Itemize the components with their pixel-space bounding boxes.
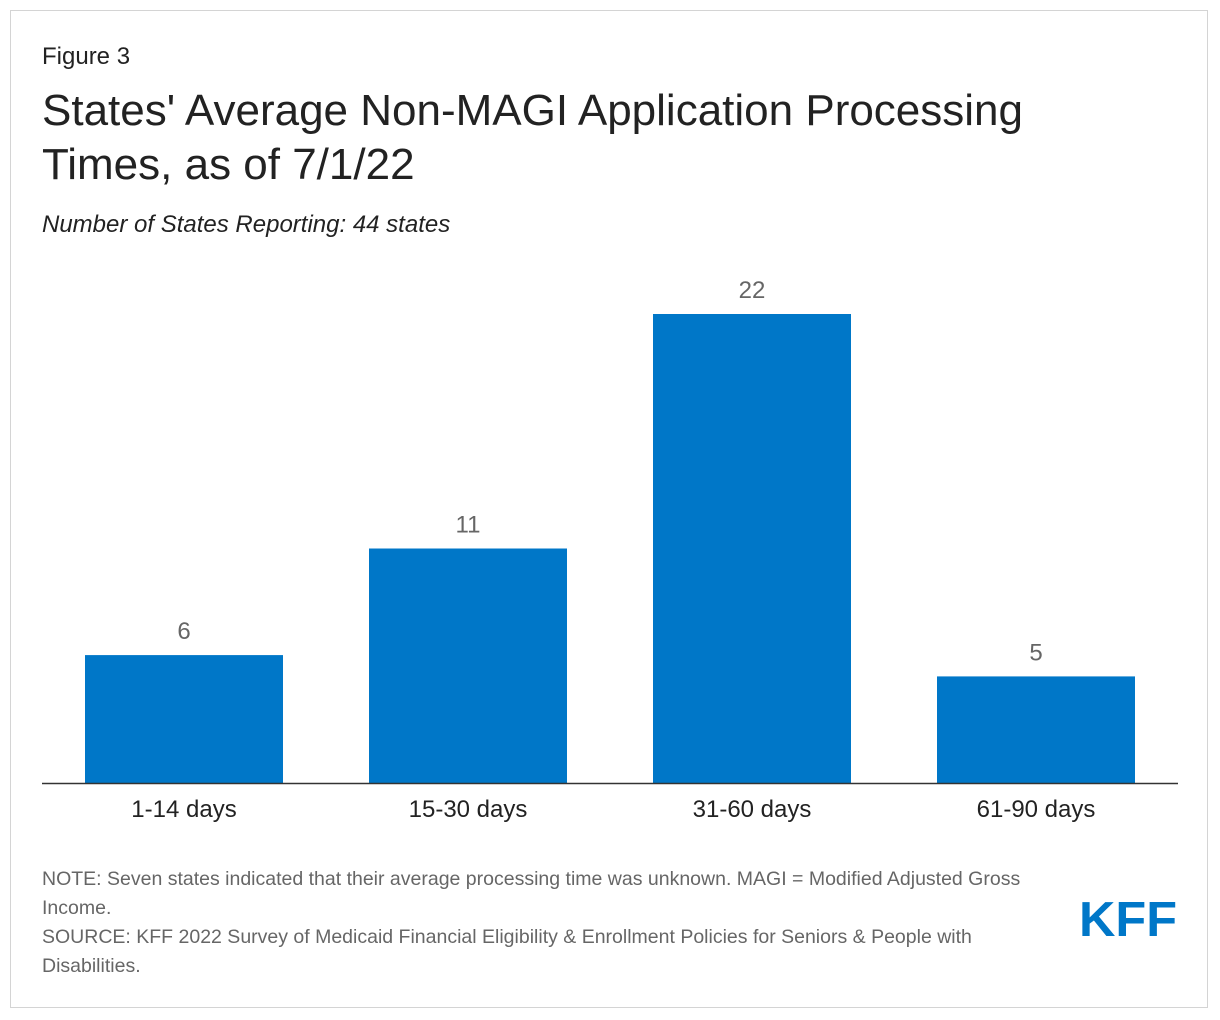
kff-logo: KFF <box>1079 894 1177 940</box>
bar-value-label: 22 <box>739 277 766 304</box>
footnotes: NOTE: Seven states indicated that their … <box>42 865 1072 981</box>
bar-3 <box>653 314 851 783</box>
kff-logo-text: KFF <box>1079 894 1177 940</box>
x-tick-label: 31-60 days <box>693 796 812 823</box>
bar-value-label: 11 <box>456 512 481 539</box>
figure-label: Figure 3 <box>42 43 131 70</box>
x-tick-label: 1-14 days <box>131 796 236 823</box>
source-text: SOURCE: KFF 2022 Survey of Medicaid Fina… <box>42 926 972 977</box>
chart-frame <box>10 10 1208 1008</box>
note-text: NOTE: Seven states indicated that their … <box>42 868 1021 919</box>
bar-value-label: 6 <box>177 618 190 645</box>
bar-value-label: 5 <box>1029 639 1042 666</box>
bar-1 <box>85 655 283 783</box>
bar-2 <box>369 548 567 783</box>
chart-title: States' Average Non-MAGI Application Pro… <box>42 86 1023 189</box>
x-tick-label: 15-30 days <box>409 796 528 823</box>
bar-4 <box>937 676 1135 783</box>
chart-subtitle: Number of States Reporting: 44 states <box>42 211 451 238</box>
x-tick-label: 61-90 days <box>977 796 1096 823</box>
